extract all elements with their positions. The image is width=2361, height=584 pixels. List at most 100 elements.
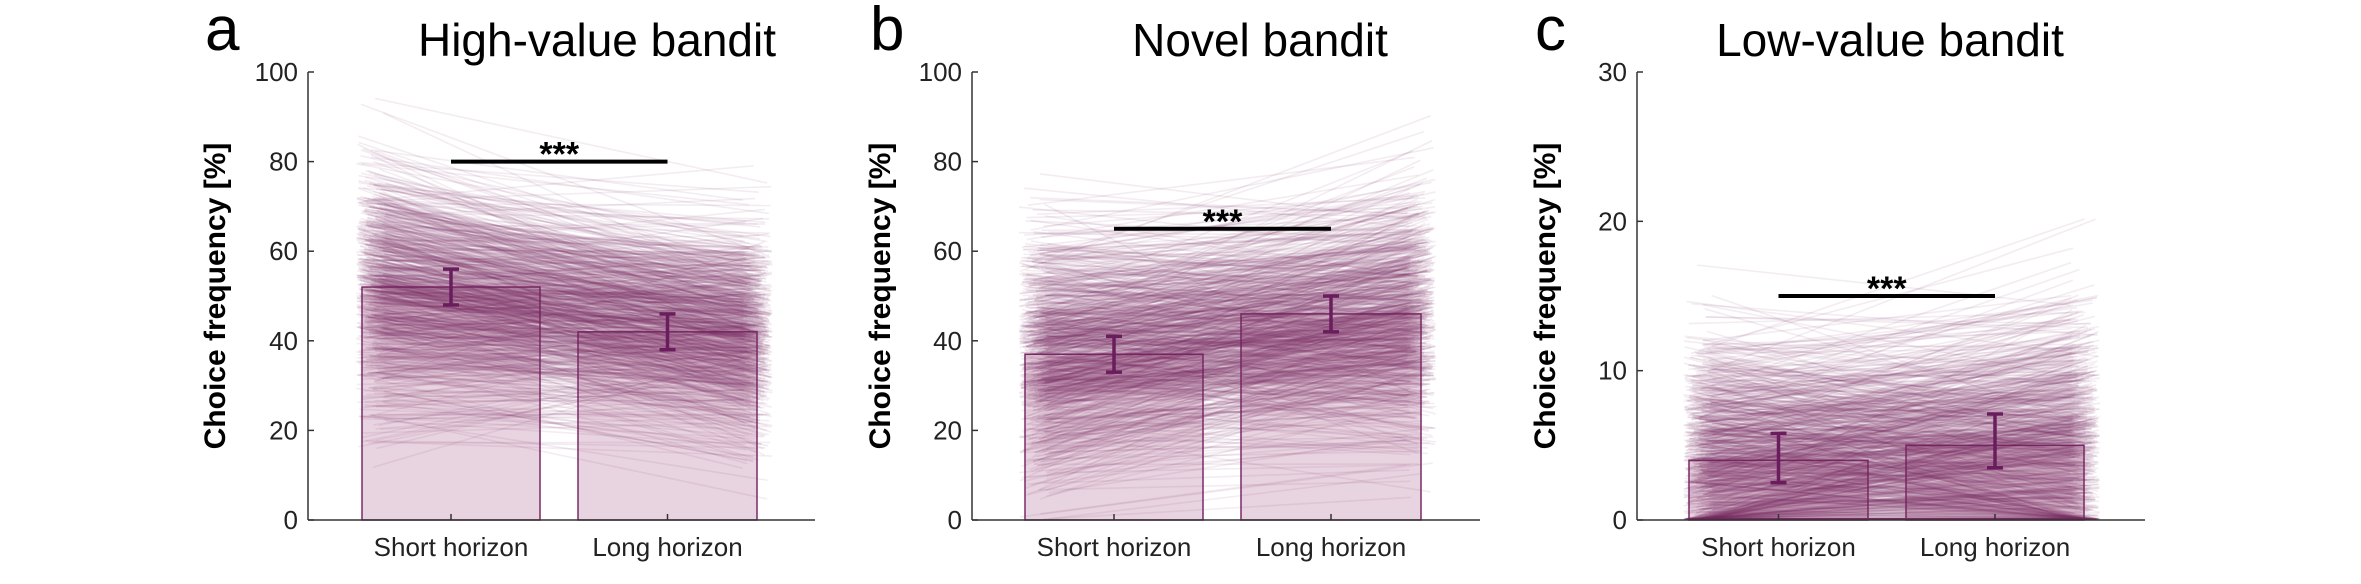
- participant-line: [371, 345, 765, 409]
- participant-line: [1701, 393, 2086, 413]
- participant-line: [1704, 434, 2099, 483]
- participant-line: [1047, 249, 1425, 313]
- participant-line: [1701, 414, 2084, 478]
- participant-line: [356, 297, 762, 329]
- participant-line: [1704, 346, 2079, 368]
- participant-line: [1697, 328, 2092, 468]
- participant-line: [1709, 402, 2078, 418]
- participant-line: [359, 408, 772, 428]
- participant-line: [1033, 294, 1421, 345]
- participant-line: [1684, 419, 2074, 490]
- participant-line: [369, 247, 760, 320]
- participant-line: [1026, 388, 1429, 496]
- participant-line: [1027, 357, 1436, 399]
- participant-line: [1710, 401, 2091, 433]
- participant-line: [1044, 215, 1422, 279]
- participant-line: [362, 286, 756, 379]
- participant-line: [360, 217, 763, 331]
- participant-line: [1035, 211, 1409, 290]
- participant-line: [364, 317, 773, 392]
- participant-line: [1032, 218, 1429, 373]
- participant-line: [362, 260, 745, 304]
- participant-line: [1042, 322, 1409, 366]
- participant-line: [1712, 422, 2086, 470]
- participant-line: [1042, 256, 1414, 333]
- participant-line: [365, 257, 747, 269]
- participant-line: [1706, 316, 2089, 329]
- participant-line: [1019, 246, 1414, 394]
- participant-line: [1692, 432, 2091, 443]
- participant-line: [358, 350, 769, 376]
- participant-line: [1684, 477, 2087, 520]
- participant-line: [1683, 445, 2073, 499]
- participant-line: [376, 188, 744, 242]
- participant-line: [1025, 280, 1421, 338]
- participant-line: [365, 308, 764, 333]
- participant-line: [385, 212, 757, 294]
- participant-line: [359, 245, 751, 405]
- participant-line: [1019, 226, 1434, 377]
- participant-line: [1033, 266, 1408, 337]
- participant-line: [361, 296, 746, 323]
- participant-line: [384, 269, 744, 279]
- participant-line: [1046, 310, 1420, 420]
- participant-line: [366, 281, 772, 433]
- participant-line: [1694, 476, 2081, 516]
- participant-line: [1025, 305, 1408, 313]
- participant-line: [1705, 370, 2095, 421]
- participant-line: [1710, 486, 2086, 520]
- participant-line: [373, 250, 772, 290]
- participant-line: [1696, 373, 2078, 402]
- participant-line: [372, 278, 757, 326]
- participant-line: [1023, 390, 1425, 482]
- participant-line: [1697, 374, 2080, 460]
- participant-line: [371, 279, 770, 302]
- participant-line: [1699, 433, 2087, 453]
- participant-line: [1027, 450, 1420, 461]
- participant-line: [1048, 250, 1423, 411]
- participant-line: [1022, 281, 1433, 302]
- participant-line: [1046, 212, 1420, 298]
- participant-line: [1688, 438, 2075, 460]
- participant-line: [374, 266, 768, 293]
- participant-line: [377, 219, 764, 316]
- participant-line: [1031, 292, 1413, 343]
- participant-line: [1040, 244, 1419, 277]
- participant-line: [1695, 462, 2078, 484]
- participant-line: [383, 312, 772, 408]
- participant-line: [382, 273, 748, 325]
- participant-line: [370, 240, 754, 337]
- participant-line: [1029, 274, 1428, 347]
- participant-line: [1042, 326, 1424, 365]
- participant-line: [1039, 244, 1417, 381]
- participant-line: [378, 313, 760, 319]
- participant-line: [1686, 489, 2078, 520]
- participant-line: [382, 268, 751, 301]
- participant-line: [355, 292, 772, 363]
- participant-line: [363, 200, 757, 301]
- participant-line: [367, 305, 754, 330]
- participant-line: [1040, 319, 1410, 391]
- participant-line: [363, 263, 765, 321]
- participant-line: [382, 316, 767, 361]
- participant-line: [1019, 324, 1415, 348]
- participant-line: [374, 348, 754, 355]
- participant-line: [1708, 429, 2090, 491]
- participant-line: [1021, 336, 1431, 371]
- participant-line: [1689, 452, 2086, 520]
- participant-line: [1684, 481, 2080, 520]
- participant-line: [367, 218, 762, 363]
- participant-line: [1686, 444, 2096, 513]
- participant-line: [1687, 404, 2079, 484]
- participant-line: [361, 337, 760, 461]
- participant-line: [1040, 317, 1414, 365]
- participant-line: [376, 371, 751, 406]
- participant-line: [1022, 330, 1434, 452]
- participant-line: [367, 282, 749, 323]
- participant-line: [380, 340, 748, 352]
- participant-line: [1700, 422, 2091, 516]
- participant-line: [1040, 378, 1409, 384]
- participant-line: [356, 292, 758, 372]
- participant-line: [1685, 344, 2098, 383]
- participant-line: [1044, 377, 1416, 444]
